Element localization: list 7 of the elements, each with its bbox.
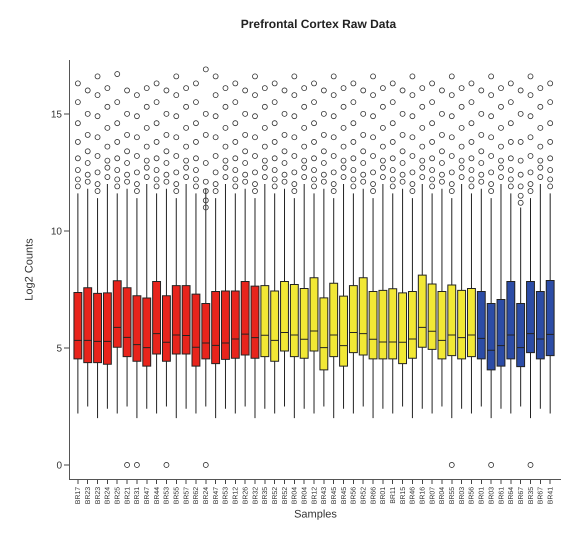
y-tick-label: 15 (50, 109, 62, 120)
y-tick-label: 5 (56, 343, 62, 354)
chart-title: Prefrontal Cortex Raw Data (240, 16, 396, 31)
y-axis-title: Log2 Counts (24, 238, 36, 301)
x-axis-title: Samples (294, 508, 338, 521)
y-tick-label: 10 (50, 226, 62, 238)
y-tick-label: 0 (56, 460, 62, 472)
